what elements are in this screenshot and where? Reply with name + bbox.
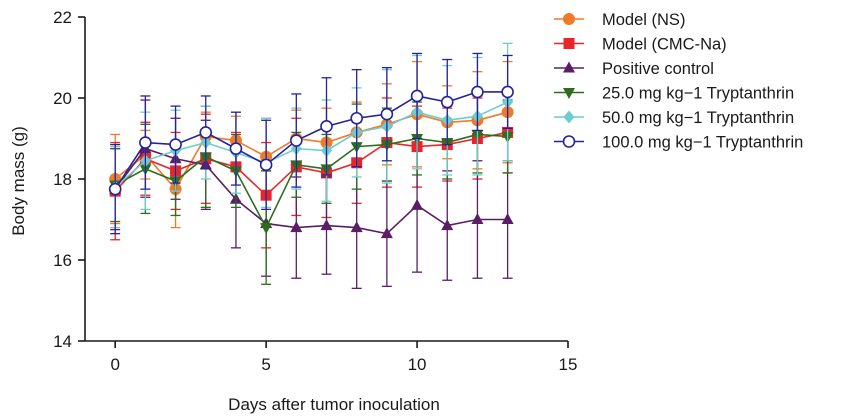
legend-marker bbox=[562, 135, 576, 148]
axes: 14 16 18 20 22 0 5 10 15 bbox=[53, 8, 577, 374]
legend-marker bbox=[563, 110, 575, 124]
data-point bbox=[108, 182, 122, 196]
y-tick-label: 14 bbox=[53, 332, 72, 351]
data-point bbox=[260, 223, 273, 235]
data-point bbox=[441, 219, 454, 231]
y-tick-label: 16 bbox=[53, 251, 72, 270]
data-point bbox=[169, 138, 182, 151]
plot-area bbox=[108, 42, 514, 290]
legend-entry: Model (CMC-Na) bbox=[554, 36, 727, 54]
data-point bbox=[320, 120, 333, 133]
data-point bbox=[350, 221, 363, 233]
data-point bbox=[320, 219, 333, 231]
x-tick-label: 0 bbox=[110, 355, 119, 374]
legend-entry: Model (NS) bbox=[554, 11, 685, 29]
data-point bbox=[471, 213, 484, 224]
y-tick-label: 20 bbox=[53, 89, 72, 108]
data-point bbox=[501, 213, 514, 224]
legend: Model (NS) Model (CMC-Na) Positive control… bbox=[554, 11, 803, 152]
data-point bbox=[380, 107, 394, 121]
x-axis-label: Days after tumor inoculation bbox=[228, 395, 440, 414]
data-point bbox=[290, 134, 303, 147]
data-point bbox=[501, 85, 514, 99]
data-point bbox=[259, 158, 273, 172]
legend-label: Model (NS) bbox=[602, 11, 685, 29]
series-3 bbox=[109, 99, 514, 290]
data-point bbox=[229, 142, 243, 155]
data-point bbox=[440, 95, 454, 109]
legend-entry: 50.0 mg kg−1 Tryptanthrin bbox=[554, 109, 794, 127]
data-point bbox=[290, 221, 303, 233]
legend-label: 25.0 mg kg−1 Tryptanthrin bbox=[602, 85, 794, 103]
y-axis-label: Body mass (g) bbox=[9, 126, 28, 236]
series-5 bbox=[109, 42, 514, 229]
data-point bbox=[410, 89, 424, 103]
legend-entry: 100.0 mg kg−1 Tryptanthrin bbox=[554, 134, 803, 152]
legend-marker bbox=[563, 61, 575, 73]
y-tick-label: 22 bbox=[53, 8, 72, 27]
legend-label: 100.0 mg kg−1 Tryptanthrin bbox=[602, 134, 803, 152]
series-line bbox=[114, 147, 508, 235]
data-point bbox=[380, 227, 393, 239]
legend-entry: Positive control bbox=[554, 60, 714, 78]
legend-label: Model (CMC-Na) bbox=[602, 36, 727, 54]
data-point bbox=[139, 136, 152, 149]
legend-label: Positive control bbox=[602, 60, 714, 78]
legend-entry: 25.0 mg kg−1 Tryptanthrin bbox=[554, 85, 794, 103]
data-point bbox=[350, 111, 363, 125]
legend-marker bbox=[563, 38, 575, 49]
x-tick-label: 15 bbox=[559, 355, 578, 374]
data-point bbox=[471, 85, 484, 99]
data-point bbox=[411, 198, 424, 210]
legend-marker bbox=[563, 13, 575, 25]
data-point bbox=[199, 126, 213, 139]
y-tick-label: 18 bbox=[53, 170, 72, 189]
x-tick-label: 5 bbox=[261, 355, 270, 374]
series-6 bbox=[108, 52, 514, 235]
x-tick-label: 10 bbox=[408, 355, 427, 374]
legend-marker bbox=[563, 88, 575, 99]
legend-label: 50.0 mg kg−1 Tryptanthrin bbox=[602, 109, 794, 127]
series-line bbox=[114, 101, 508, 188]
